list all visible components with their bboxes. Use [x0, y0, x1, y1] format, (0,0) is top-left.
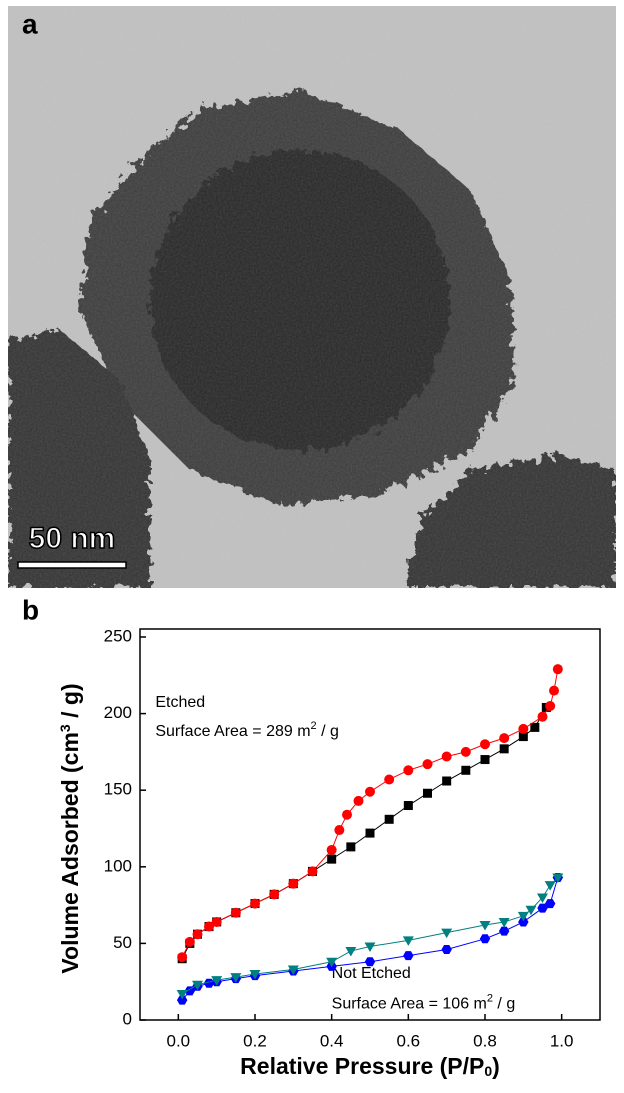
- x-tick-label: 0.8: [473, 1031, 497, 1050]
- x-tick-label: 0.4: [320, 1031, 344, 1050]
- marker: [403, 951, 413, 960]
- annotation-part: Surface Area = 289 m: [155, 723, 310, 740]
- y-tick-label: 250: [104, 626, 132, 645]
- x-axis-label-part: 0: [484, 1063, 492, 1079]
- y-tick-label: 0: [123, 1009, 132, 1028]
- marker: [342, 810, 352, 820]
- marker: [441, 945, 451, 954]
- x-axis-label-part: Relative Pressure (P/P: [240, 1053, 484, 1079]
- marker: [442, 751, 452, 761]
- marker: [549, 686, 559, 696]
- y-tick-label: 150: [104, 780, 132, 799]
- marker: [530, 723, 539, 732]
- y-tick-label: 100: [104, 856, 132, 875]
- marker: [185, 937, 195, 947]
- marker: [231, 908, 241, 918]
- marker: [327, 855, 336, 864]
- x-axis-label-part: ): [492, 1053, 500, 1079]
- marker: [481, 755, 490, 764]
- marker: [518, 724, 528, 734]
- scale-bar: [18, 562, 126, 568]
- marker: [288, 879, 298, 889]
- marker: [442, 777, 451, 786]
- marker: [327, 845, 337, 855]
- scale-bar-label: 50 nm: [29, 522, 116, 555]
- marker: [193, 929, 203, 939]
- marker: [365, 787, 375, 797]
- annotation: Etched: [155, 694, 205, 711]
- marker: [423, 759, 433, 769]
- annotation-part: Not Etched: [332, 965, 411, 982]
- marker: [545, 701, 555, 711]
- marker: [346, 842, 355, 851]
- tem-image: [8, 6, 616, 588]
- marker: [308, 866, 318, 876]
- x-tick-label: 0.2: [243, 1031, 267, 1050]
- x-tick-label: 0.6: [397, 1031, 421, 1050]
- marker: [480, 739, 490, 749]
- marker: [499, 927, 509, 936]
- panel-label: b: [22, 594, 39, 625]
- marker: [204, 922, 214, 932]
- marker: [385, 815, 394, 824]
- figure: a 50 nm b 0 50 100 150 200 250 0.0 0.2 0.4 0.6 0.8…: [0, 0, 624, 1093]
- marker: [404, 801, 413, 810]
- x-tick-label: 0.0: [167, 1031, 191, 1050]
- y-axis-label: Volume Adsorbed (cm3 / g): [57, 683, 83, 973]
- y-axis-label-part: / g): [57, 683, 83, 724]
- marker: [250, 899, 260, 909]
- marker: [500, 744, 509, 753]
- marker: [384, 774, 394, 784]
- marker: [269, 889, 279, 899]
- marker: [334, 825, 344, 835]
- y-tick-label: 50: [113, 933, 132, 952]
- marker: [366, 829, 375, 838]
- marker: [423, 789, 432, 798]
- marker: [480, 934, 490, 943]
- marker: [499, 733, 509, 743]
- annotation: Surface Area = 106 m2 / g: [332, 993, 516, 1013]
- annotation-part: Surface Area = 106 m: [332, 996, 487, 1013]
- marker: [461, 747, 471, 757]
- marker: [403, 765, 413, 775]
- marker: [177, 952, 187, 962]
- annotation: Not Etched: [332, 965, 411, 982]
- marker: [461, 766, 470, 775]
- x-tick-label: 1.0: [550, 1031, 574, 1050]
- y-axis-label-part: 3: [57, 724, 73, 732]
- annotation: Surface Area = 289 m2 / g: [155, 720, 339, 740]
- marker: [354, 796, 364, 806]
- marker: [553, 664, 563, 674]
- panel-label: a: [22, 8, 38, 39]
- marker: [538, 712, 548, 722]
- y-tick-label: 200: [104, 703, 132, 722]
- marker: [345, 947, 356, 957]
- annotation-part: / g: [493, 996, 515, 1013]
- x-axis-label: Relative Pressure (P/P0): [240, 1053, 500, 1079]
- annotation-part: Etched: [155, 694, 205, 711]
- series-line: [182, 707, 546, 958]
- y-axis-label-part: Volume Adsorbed (cm: [57, 732, 83, 974]
- annotation-part: / g: [317, 723, 339, 740]
